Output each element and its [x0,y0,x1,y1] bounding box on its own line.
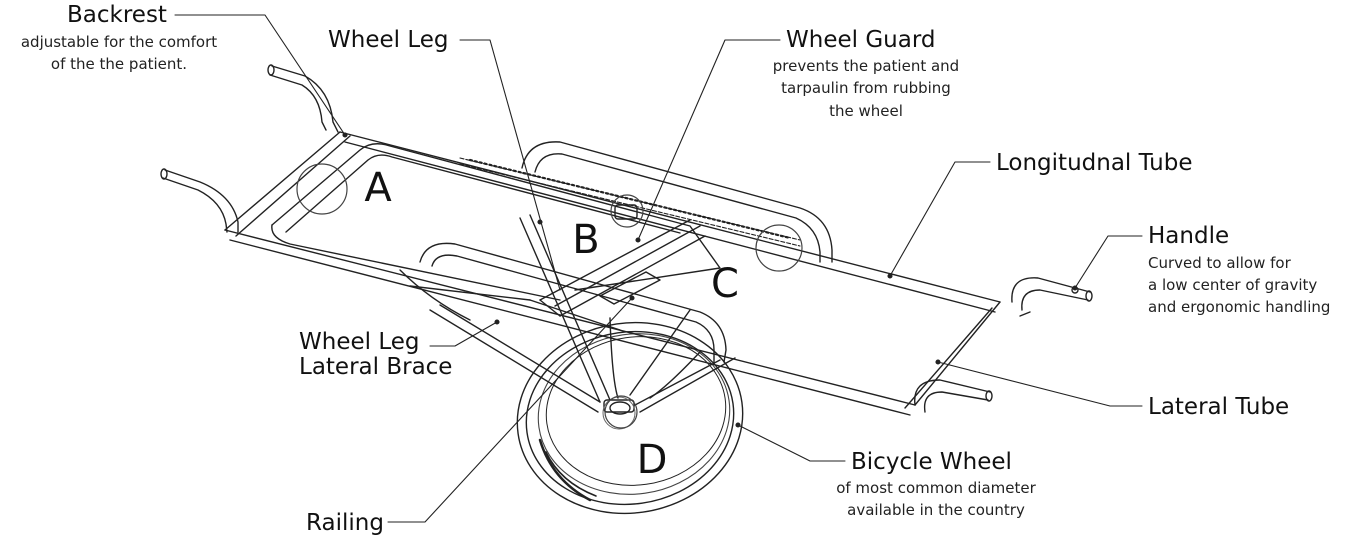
label-lateral-tube: Lateral Tube [1148,394,1290,420]
label-lateral-brace-1: Wheel Leg [299,329,420,355]
label-wheel-guard-desc-3: the wheel [829,102,903,120]
railing-chain [459,157,801,247]
label-longitudinal-tube: Longitudnal Tube [996,150,1193,176]
leader-lines [174,14,1143,523]
label-bicycle-wheel-desc-1: of most common diameter [836,479,1036,497]
right-handles [914,277,1093,413]
wheel-hub [602,396,636,430]
callout-d: D [636,437,668,483]
label-handle-desc-2: a low center of gravity [1148,276,1318,294]
wheel-guard [419,141,833,363]
label-handle-desc-3: and ergonomic handling [1148,298,1331,316]
callout-b: B [572,217,600,263]
label-wheel-guard-desc-2: tarpaulin from rubbing [781,79,951,97]
callout-circle-b [610,194,644,228]
callout-circle-d [604,395,638,429]
callout-a: A [364,165,392,211]
label-backrest-desc-2: of the the patient. [50,55,188,73]
callout-circle-c [755,224,803,272]
lateral-tubes-front [224,131,1001,409]
label-wheel-leg: Wheel Leg [328,27,449,53]
left-handles [160,64,339,233]
callout-circle-a [296,163,348,215]
label-bicycle-wheel: Bicycle Wheel [851,449,1012,475]
wheel-leg-lateral-brace [399,269,621,331]
label-wheel-guard-desc-1: prevents the patient and [772,57,960,75]
callout-c: C [711,261,739,307]
center-rail [539,204,706,317]
bicycle-wheel [516,321,744,515]
label-backrest: Backrest [67,2,167,28]
label-handle-desc-1: Curved to allow for [1148,254,1291,272]
label-handle: Handle [1148,223,1230,249]
wheel-legs [429,214,736,413]
label-bicycle-wheel-desc-2: available in the country [847,501,1025,519]
label-lateral-brace-2: Lateral Brace [299,354,453,380]
backrest-frame [271,143,721,301]
label-backrest-desc-1: adjustable for the comfort [20,33,218,51]
callout-circles [296,163,803,429]
label-wheel-guard: Wheel Guard [786,27,936,53]
label-railing: Railing [306,510,384,536]
